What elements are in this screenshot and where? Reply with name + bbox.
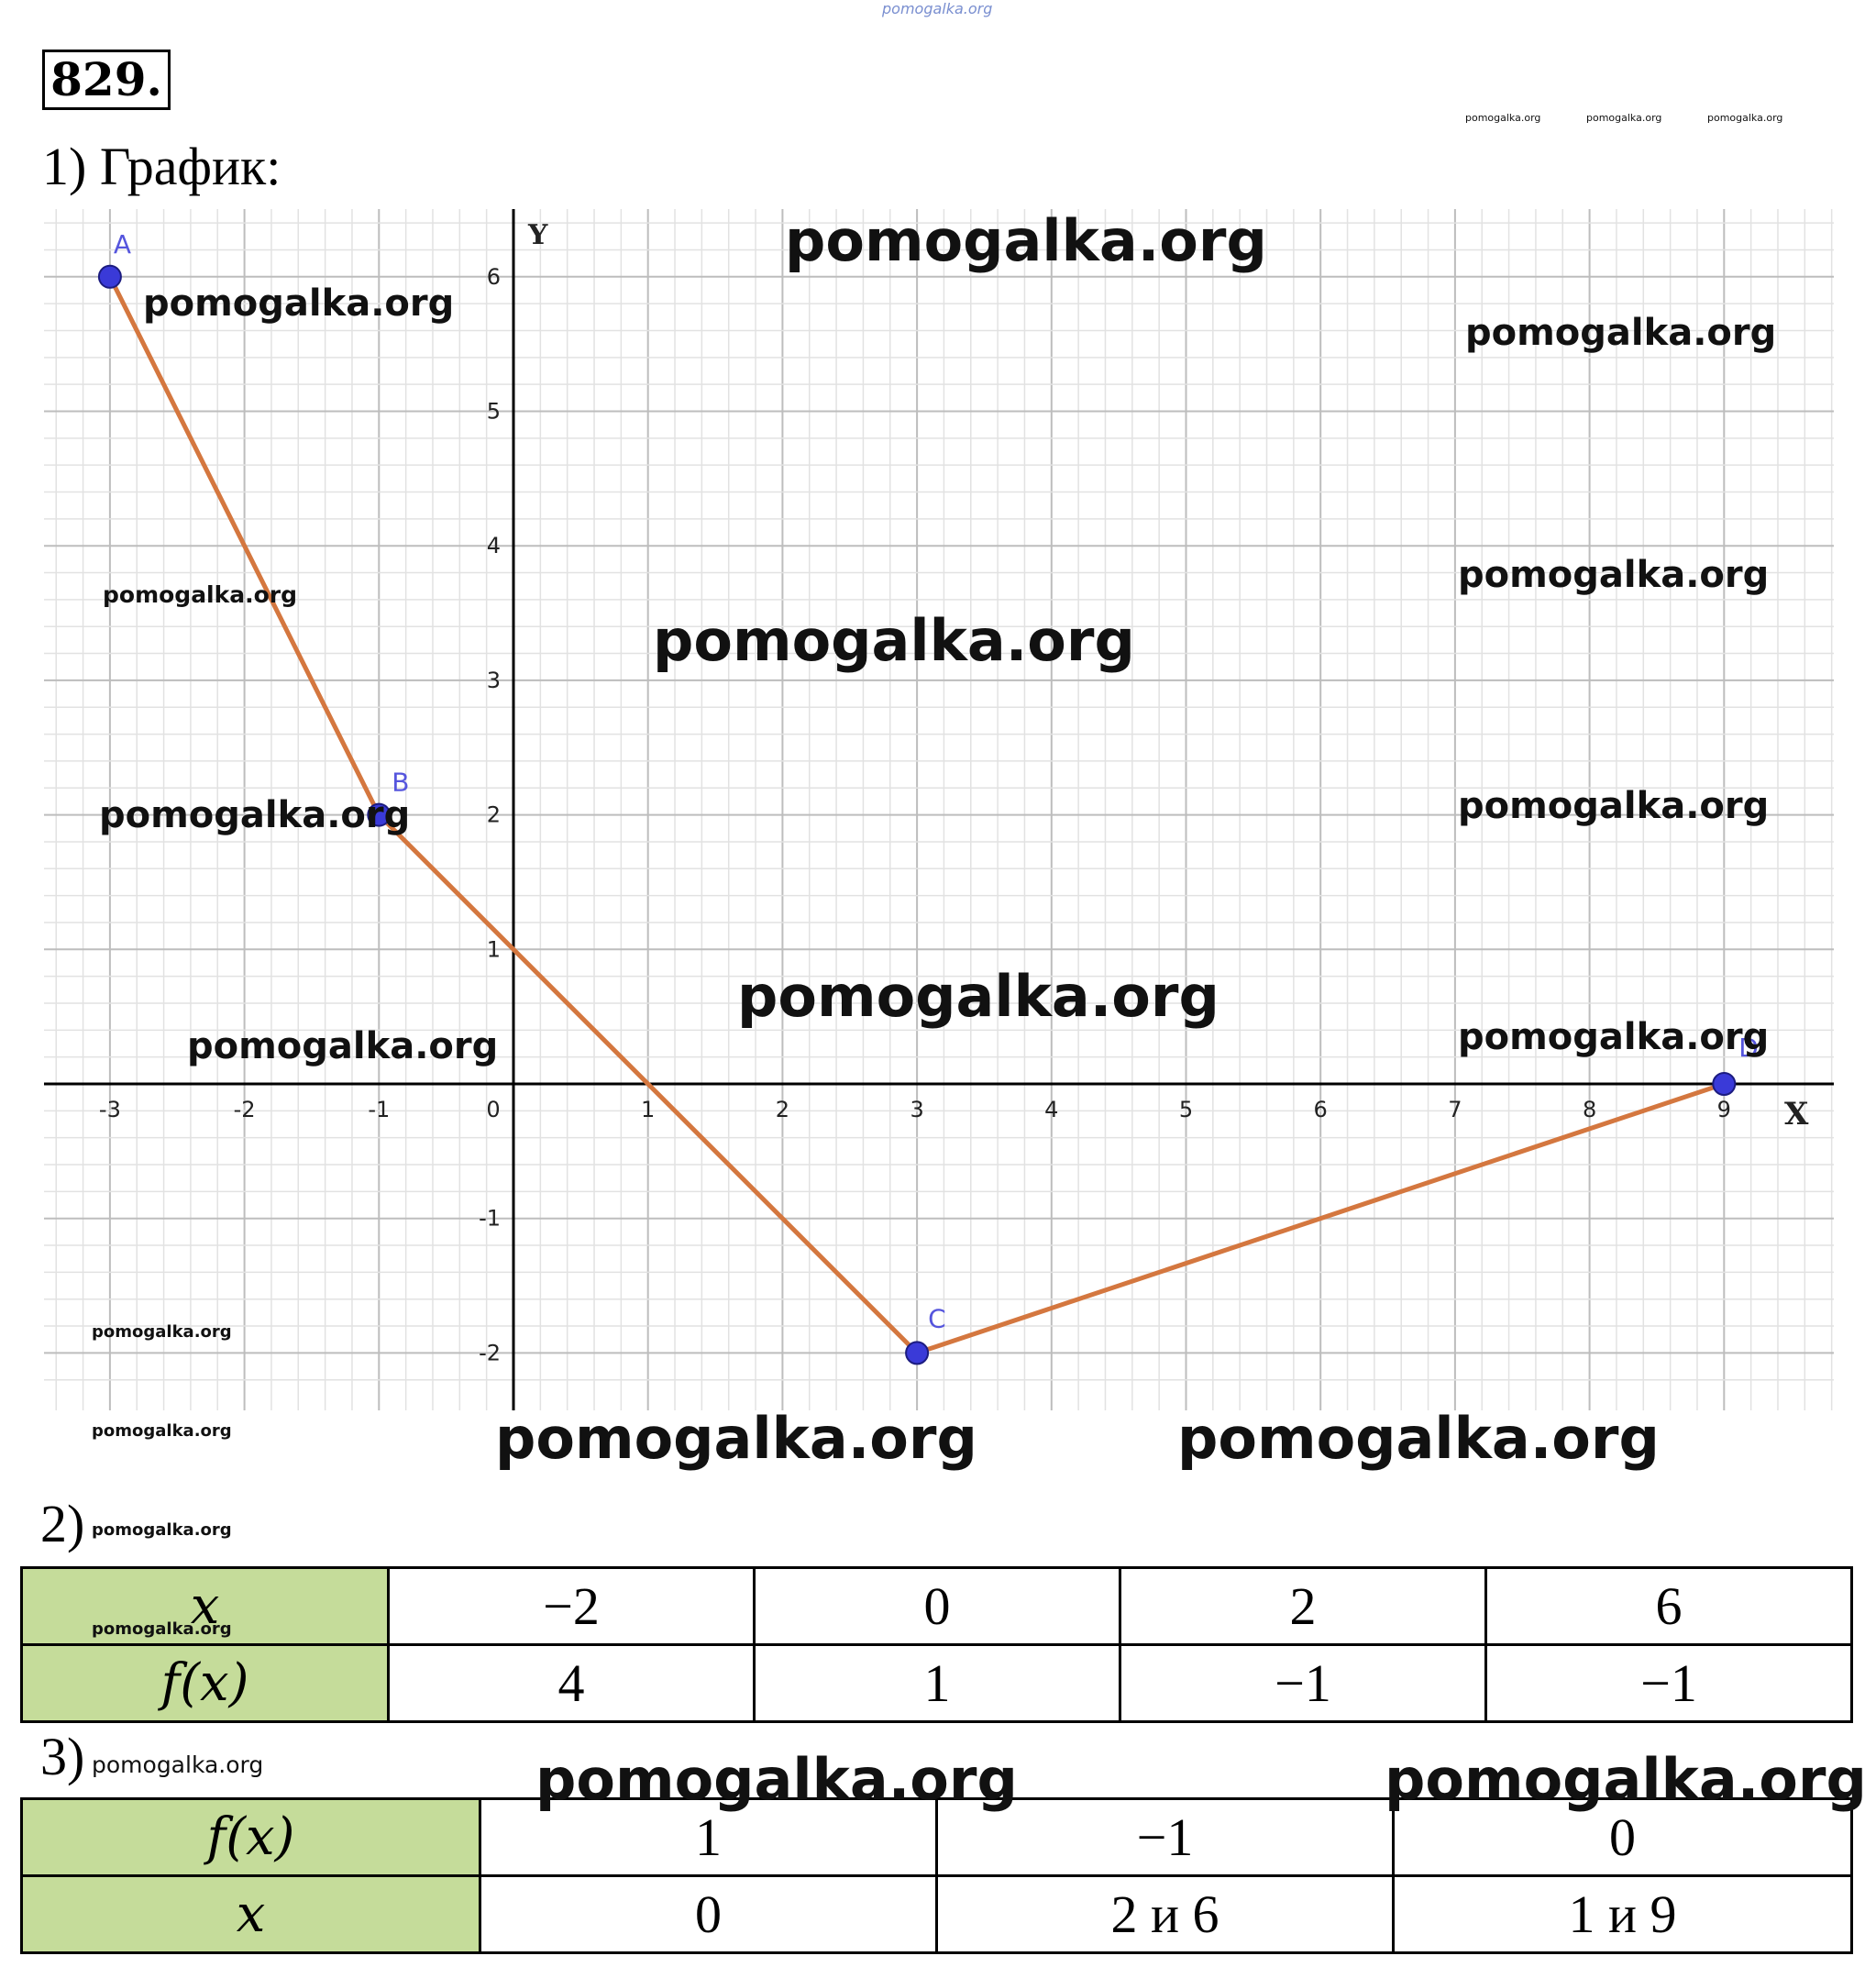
- problem-number: 829.: [42, 50, 171, 110]
- point-label: D: [1738, 1033, 1759, 1063]
- point-label: B: [392, 768, 409, 798]
- row-header-x: x: [20, 1874, 481, 1954]
- x-tick-label: 1: [641, 1097, 655, 1122]
- point-A: [97, 264, 122, 289]
- watermark: pomogalka.org: [103, 581, 298, 608]
- watermark: pomogalka.org: [99, 794, 411, 836]
- part3-label: 3): [40, 1727, 85, 1786]
- y-tick-label: 3: [487, 668, 501, 693]
- table-row: f(x) 4 1 −1 −1: [20, 1643, 1853, 1723]
- row-header-x: x: [20, 1566, 390, 1646]
- x-tick-label: 2: [776, 1097, 789, 1122]
- table-cell: 1: [479, 1797, 938, 1877]
- watermark: pomogalka.org: [1458, 785, 1770, 827]
- x-tick-label: 0: [486, 1097, 500, 1122]
- x-tick-label: -1: [368, 1097, 390, 1122]
- watermark-small: pomogalka.org: [1465, 112, 1541, 124]
- graph-segment: [107, 274, 381, 818]
- table-cell: 4: [387, 1643, 756, 1723]
- y-tick-label: 6: [487, 264, 501, 290]
- watermark: pomogalka.org: [143, 282, 455, 325]
- x-tick-label: -3: [99, 1097, 121, 1122]
- x-tick-label: -2: [234, 1097, 256, 1122]
- graph-segment: [914, 1081, 1727, 1355]
- x-tick-label: 7: [1448, 1097, 1462, 1122]
- watermark: pomogalka.org: [1465, 312, 1777, 354]
- y-axis-label: Y: [527, 219, 548, 251]
- table-cell: 2 и 6: [935, 1874, 1395, 1954]
- watermark: pomogalka.org: [187, 1025, 499, 1067]
- watermark: pomogalka.org: [495, 1405, 977, 1472]
- table-cell: 2: [1119, 1566, 1487, 1646]
- y-tick-label: -2: [479, 1340, 501, 1365]
- x-tick-label: 8: [1583, 1097, 1596, 1122]
- y-tick-label: 1: [487, 936, 501, 962]
- table-cell: −2: [387, 1566, 756, 1646]
- row-header-fx: f(x): [20, 1643, 390, 1723]
- graph-segment: [376, 812, 920, 1355]
- watermark: pomogalka.org: [535, 1746, 1018, 1813]
- function-graph: -3 -2 -1 0 1 2 3 4 5 6 7 8 9 -2 -1 1 2 3 4 5 6 X Y A B C D: [44, 209, 1834, 1410]
- watermark: pomogalka.org: [92, 1322, 232, 1342]
- x-tick-label: 4: [1044, 1097, 1058, 1122]
- x-tick-label: 5: [1179, 1097, 1193, 1122]
- table-cell: 0: [1392, 1797, 1853, 1877]
- table-cell: 1: [753, 1643, 1121, 1723]
- watermark: pomogalka.org: [1385, 1746, 1867, 1813]
- table-cell: 0: [479, 1874, 938, 1954]
- table-cell: −1: [1484, 1643, 1853, 1723]
- x-tick-label: 3: [910, 1097, 923, 1122]
- y-tick-label: 5: [487, 399, 501, 425]
- values-table-2: f(x) 1 −1 0 x 0 2 и 6 1 и 9: [20, 1797, 1853, 1954]
- table-cell: −1: [935, 1797, 1395, 1877]
- point-C: [905, 1341, 930, 1365]
- x-axis-label: X: [1784, 1096, 1809, 1133]
- table-cell: −1: [1119, 1643, 1487, 1723]
- table-cell: 6: [1484, 1566, 1853, 1646]
- table-row: x 0 2 и 6 1 и 9: [20, 1874, 1853, 1954]
- watermark: pomogalka.org: [653, 607, 1135, 674]
- watermark: pomogalka.org: [785, 207, 1267, 274]
- x-tick-label: 6: [1314, 1097, 1328, 1122]
- point-label: A: [114, 229, 131, 260]
- top-watermark: pomogalka.org: [882, 0, 993, 17]
- y-tick-label: -1: [479, 1206, 501, 1232]
- watermark: pomogalka.org: [1458, 1016, 1770, 1058]
- x-tick-label: 9: [1717, 1097, 1731, 1122]
- part2-label: 2): [40, 1494, 85, 1553]
- y-tick-label: 4: [487, 533, 501, 558]
- watermark-small: pomogalka.org: [1586, 112, 1662, 124]
- watermark: pomogalka.org: [92, 1619, 232, 1639]
- table-row: x −2 0 2 6: [20, 1566, 1853, 1646]
- table-row: f(x) 1 −1 0: [20, 1797, 1853, 1877]
- row-header-fx: f(x): [20, 1797, 481, 1877]
- watermark: pomogalka.org: [1458, 554, 1770, 596]
- table-cell: 0: [753, 1566, 1121, 1646]
- y-tick-label: 2: [487, 802, 501, 828]
- point-B: [367, 802, 392, 827]
- values-table-1: x −2 0 2 6 f(x) 4 1 −1 −1: [20, 1566, 1853, 1723]
- table-cell: 1 и 9: [1392, 1874, 1853, 1954]
- watermark-small: pomogalka.org: [1707, 112, 1783, 124]
- watermark: pomogalka.org: [92, 1520, 232, 1540]
- watermark: pomogalka.org: [737, 963, 1219, 1030]
- watermark: pomogalka.org: [92, 1751, 264, 1778]
- point-label: C: [928, 1303, 946, 1333]
- watermark: pomogalka.org: [92, 1421, 232, 1441]
- part1-label: 1) График:: [42, 137, 281, 196]
- watermark: pomogalka.org: [1177, 1405, 1660, 1472]
- point-D: [1712, 1072, 1737, 1096]
